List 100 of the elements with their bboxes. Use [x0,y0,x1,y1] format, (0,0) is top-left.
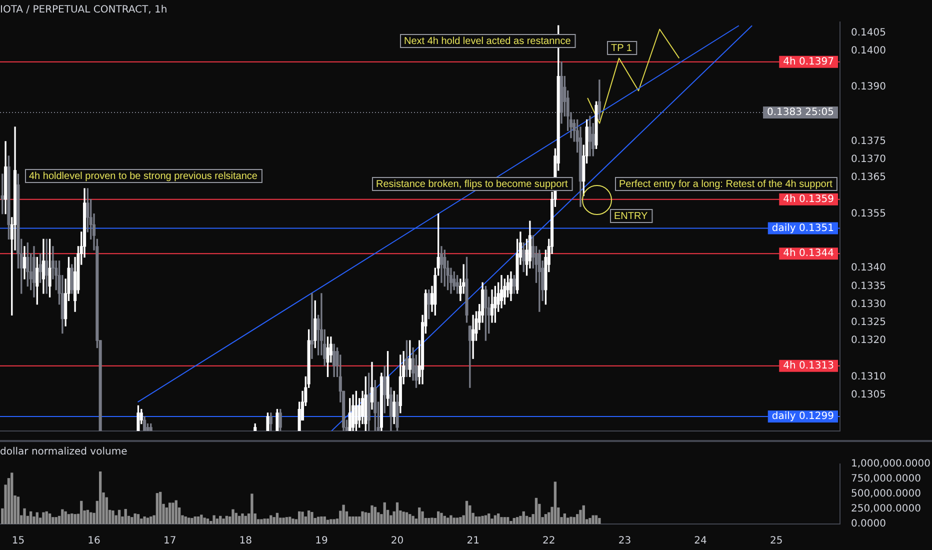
bar [130,517,134,524]
bar [370,505,374,524]
bar [484,515,488,524]
bar [456,518,459,524]
y-tick-label: 0.1310 [851,371,886,382]
bar [222,518,225,524]
bar [588,518,592,524]
bar [361,511,364,524]
y-tick-label: 0.1365 [851,172,886,184]
bar [184,516,187,524]
bar [452,518,456,524]
bar [30,511,32,524]
bar [374,506,376,524]
x-tick-label: 18 [239,536,252,547]
annotation: 4h holdlevel proven to be strong previous relsitance [29,170,258,182]
bar [510,520,512,524]
bar [64,511,67,524]
bar [446,518,450,524]
y-tick-label: 0.1405 [851,27,886,38]
bar [16,496,20,524]
bar [506,517,510,524]
bar [172,502,174,524]
bar [428,518,430,524]
annotation: Perfect entry for a long: Retest of the 4h support [619,178,833,190]
bar [143,516,146,524]
bar [244,516,247,524]
bar [168,502,172,524]
x-tick-label: 16 [88,536,100,547]
bar [465,500,468,524]
bar [307,510,310,524]
bar [468,505,472,524]
bar [443,516,446,524]
bar [364,512,367,524]
y-tick-label: 1,000,000.0000 [851,458,931,470]
bar [263,518,266,524]
bar [316,516,320,524]
bar [288,516,292,524]
bar [459,517,462,524]
chart-title: IOTA / PERPETUAL CONTRACT, 1h [0,4,168,16]
bar [212,515,216,524]
x-tick-label: 23 [618,536,632,547]
bar [203,518,206,524]
bar [74,514,76,524]
bar [582,505,585,524]
bar [260,519,263,524]
bar [234,512,238,524]
y-tick-label: 0.1340 [851,262,886,274]
ref-line-label: 0.1383 25:05 [767,107,834,118]
bar [219,516,222,524]
bar [298,511,301,524]
x-tick-label: 15 [12,536,25,547]
bar [354,516,358,524]
y-tick-label: 0.1335 [851,280,886,292]
bar [396,502,399,524]
bar [402,512,405,524]
bar [54,517,58,524]
bar [146,518,150,524]
bar [330,519,332,524]
y-tick-label: 0.1320 [851,335,886,346]
annotation: Next 4h hold level acted as restannce [404,36,572,47]
bar [430,518,434,524]
bar [194,516,196,524]
x-tick-label: 20 [390,536,404,547]
bar [136,514,140,524]
x-tick-label: 22 [542,536,556,547]
bar [497,513,500,524]
bar [528,517,532,524]
ref-line-label: 4h 0.1397 [783,56,834,68]
bar [301,512,304,524]
y-tick-label: 0.1305 [851,389,886,400]
bar [598,518,601,524]
bar [206,518,210,524]
bar [52,517,54,524]
x-tick-label: 17 [163,536,176,547]
bar [150,516,152,524]
bar [187,518,190,524]
bar [10,472,14,524]
bar [67,514,70,524]
bar [276,512,279,524]
bar [534,498,538,524]
bar [474,516,478,524]
bar [412,516,414,524]
bar [421,511,424,524]
bar [494,515,497,524]
bar [241,513,244,524]
bar [418,507,421,524]
bar [250,494,254,524]
bar [516,517,519,524]
bar [90,512,92,524]
bar [118,510,121,524]
bar [342,504,345,524]
annotation: ENTRY [614,210,648,222]
bar [112,510,114,524]
ref-line-label: daily 0.1299 [772,411,834,422]
bar [159,492,162,524]
bar [238,516,241,524]
bar [61,509,64,524]
bar [23,508,26,524]
bar [124,508,127,524]
annotation: Resistance broken, flips to become support [376,178,568,190]
